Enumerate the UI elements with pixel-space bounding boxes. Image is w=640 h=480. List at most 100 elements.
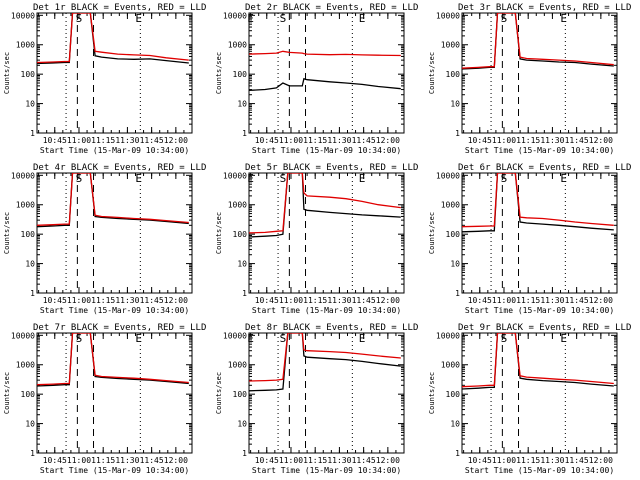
x-tick-label: 11:00	[67, 456, 91, 465]
event-marker-e: E	[247, 332, 254, 345]
y-tick-label: 1	[30, 449, 35, 458]
y-tick-label: 10000	[223, 331, 247, 340]
x-tick-label: 11:00	[279, 296, 303, 305]
x-tick-label: 11:45	[140, 456, 164, 465]
chart-panel-3: Det 3r BLACK = Events, RED = LLD 1 10 100 10…	[428, 3, 631, 155]
x-tick-label: 12:00	[376, 136, 400, 145]
event-marker-s: S	[76, 332, 83, 345]
event-marker-e: E	[560, 12, 567, 25]
y-tick-label: 1	[30, 289, 35, 298]
x-tick-label: 11:30	[327, 136, 351, 145]
chart-panel-5: Det 5r BLACK = Events, RED = LLD 1 10 100 10…	[215, 163, 418, 315]
y-tick-label: 1000	[228, 201, 247, 210]
event-marker-e: E	[359, 12, 366, 25]
series-line-lld	[462, 333, 614, 388]
event-marker-e: E	[560, 332, 567, 345]
event-marker-s: S	[501, 332, 508, 345]
x-tick-label: 11:00	[492, 456, 516, 465]
y-axis-label: Counts/sec	[215, 52, 223, 94]
x-tick-label: 12:00	[589, 456, 613, 465]
x-tick-label: 11:45	[140, 136, 164, 145]
event-marker-s: S	[76, 172, 83, 185]
x-tick-label: 11:45	[565, 296, 589, 305]
chart-title: Det 4r BLACK = Events, RED = LLD	[33, 163, 206, 173]
x-tick-label: 10:45	[43, 136, 67, 145]
x-tick-label: 11:45	[140, 296, 164, 305]
y-tick-label: 10000	[436, 331, 460, 340]
y-tick-label: 100	[446, 70, 461, 79]
y-tick-label: 1000	[16, 201, 35, 210]
event-marker-e: E	[135, 172, 142, 185]
chart-panel-1: Det 1r BLACK = Events, RED = LLD 1 10 100 10…	[3, 3, 206, 155]
series-line-lld	[37, 333, 189, 386]
x-tick-label: 11:30	[115, 456, 139, 465]
x-tick-label: 11:45	[352, 136, 376, 145]
y-tick-label: 10000	[223, 171, 247, 180]
x-axis-label: Start Time (15-Mar-09 10:34:00)	[40, 146, 189, 155]
x-tick-label: 12:00	[589, 296, 613, 305]
series-line-events	[462, 13, 614, 70]
x-tick-label: 11:00	[492, 136, 516, 145]
x-tick-label: 10:45	[43, 456, 67, 465]
x-axis-label: Start Time (15-Mar-09 10:34:00)	[465, 306, 614, 315]
x-tick-label: 11:30	[115, 296, 139, 305]
y-tick-label: 1	[455, 449, 460, 458]
x-tick-label: 11:15	[516, 456, 540, 465]
plot-frame	[248, 12, 405, 134]
series-line-events	[462, 333, 614, 390]
plot-frame	[36, 12, 193, 134]
x-axis-label: Start Time (15-Mar-09 10:34:00)	[465, 466, 614, 475]
chart-panel-4: Det 4r BLACK = Events, RED = LLD 1 10 100 10…	[3, 163, 206, 315]
y-tick-label: 1	[455, 129, 460, 138]
y-tick-label: 100	[233, 70, 248, 79]
series-line-events	[249, 333, 401, 392]
chart-panel-9: Det 9r BLACK = Events, RED = LLD 1 10 100 10…	[428, 323, 631, 475]
y-tick-label: 10000	[436, 171, 460, 180]
plot-frame	[461, 12, 618, 134]
x-tick-label: 12:00	[376, 296, 400, 305]
y-tick-label: 10000	[223, 11, 247, 20]
x-tick-label: 11:15	[516, 296, 540, 305]
event-marker-s: S	[280, 12, 287, 25]
y-tick-label: 1000	[228, 361, 247, 370]
x-tick-label: 11:00	[279, 136, 303, 145]
y-tick-label: 10	[237, 260, 247, 269]
chart-title: Det 5r BLACK = Events, RED = LLD	[245, 163, 418, 173]
y-tick-label: 1	[242, 289, 247, 298]
x-axis-label: Start Time (15-Mar-09 10:34:00)	[40, 306, 189, 315]
event-marker-e: E	[560, 172, 567, 185]
x-tick-label: 11:00	[279, 456, 303, 465]
series-line-events	[249, 77, 401, 92]
event-marker-e: E	[359, 332, 366, 345]
x-axis-label: Start Time (15-Mar-09 10:34:00)	[252, 146, 401, 155]
y-tick-label: 100	[233, 230, 248, 239]
x-axis-label: Start Time (15-Mar-09 10:34:00)	[252, 466, 401, 475]
x-tick-label: 12:00	[376, 456, 400, 465]
chart-title: Det 1r BLACK = Events, RED = LLD	[33, 3, 206, 13]
y-tick-label: 100	[233, 390, 248, 399]
y-tick-label: 1000	[441, 41, 460, 50]
x-tick-label: 11:30	[540, 456, 564, 465]
series-line-lld	[249, 50, 401, 57]
series-line-lld	[37, 13, 189, 64]
y-tick-label: 10	[237, 100, 247, 109]
x-tick-label: 10:45	[468, 136, 492, 145]
series-line-events	[37, 333, 189, 387]
x-tick-label: 11:00	[67, 136, 91, 145]
x-tick-label: 10:45	[255, 456, 279, 465]
y-tick-label: 10000	[11, 171, 35, 180]
x-tick-label: 11:30	[540, 136, 564, 145]
y-tick-label: 100	[446, 390, 461, 399]
x-axis-label: Start Time (15-Mar-09 10:34:00)	[40, 466, 189, 475]
chart-title: Det 8r BLACK = Events, RED = LLD	[245, 323, 418, 333]
y-tick-label: 10000	[436, 11, 460, 20]
series-line-events	[37, 13, 189, 65]
x-tick-label: 11:30	[327, 296, 351, 305]
chart-title: Det 3r BLACK = Events, RED = LLD	[458, 3, 631, 13]
plot-frame	[248, 172, 405, 294]
y-axis-label: Counts/sec	[428, 212, 436, 254]
chart-title: Det 2r BLACK = Events, RED = LLD	[245, 3, 418, 13]
x-tick-label: 10:45	[255, 296, 279, 305]
y-tick-label: 1	[455, 289, 460, 298]
event-marker-e: E	[135, 12, 142, 25]
